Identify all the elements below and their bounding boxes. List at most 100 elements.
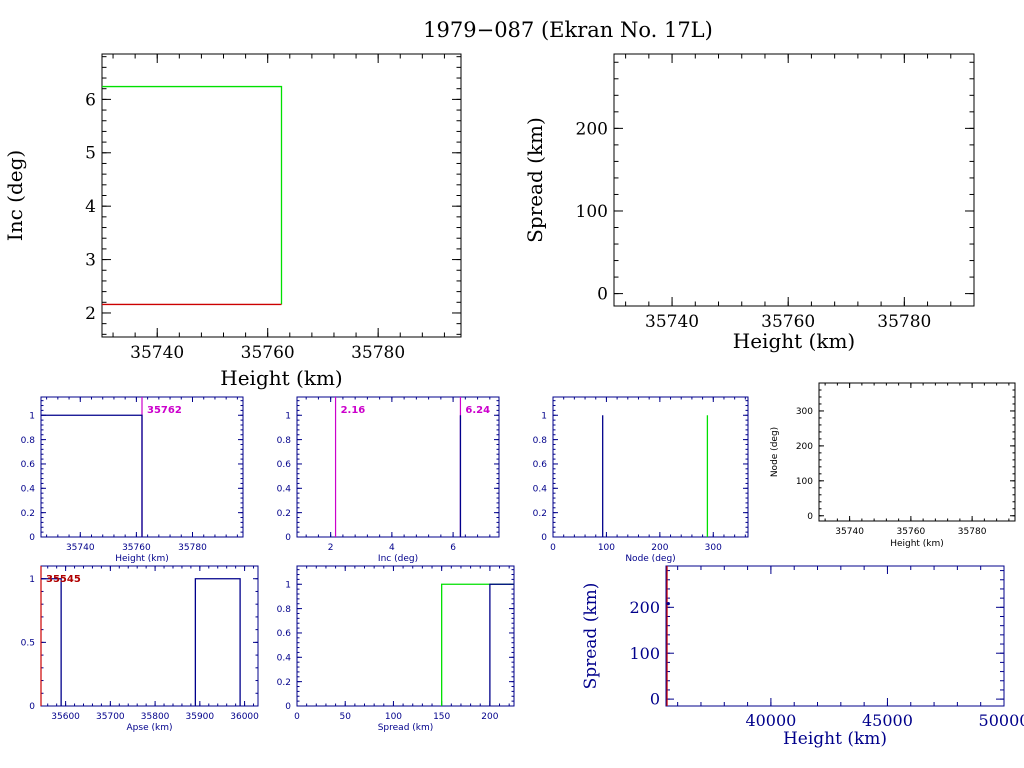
x-axis-label: Height (km) [890, 539, 944, 549]
x-tick-label: 0 [294, 712, 300, 722]
series-line [41, 578, 62, 706]
chart-inc_vs_height: 35740 35760 35780 2 3 4 5 6 Height (km) Inc (deg) [3, 53, 462, 390]
x-tick-label: 35760 [122, 543, 151, 553]
y-tick-label: 0.8 [533, 436, 548, 446]
x-tick-label: 6 [450, 543, 456, 553]
y-tick-label: 100 [796, 477, 813, 487]
y-tick-label: 0 [650, 690, 660, 709]
x-tick-label: 36000 [230, 712, 259, 722]
y-tick-label: 0 [285, 533, 291, 543]
x-axis-label: Height (km) [115, 554, 169, 564]
plot-frame [296, 396, 500, 538]
plot-frame [613, 53, 975, 307]
x-tick-label: 0 [550, 543, 556, 553]
x-axis-label: Height (km) [783, 729, 887, 749]
y-tick-label: 0.2 [277, 509, 291, 519]
y-tick-label: 0.2 [21, 509, 35, 519]
value-annotation: 6.24 [465, 405, 490, 416]
x-tick-label: 35900 [186, 712, 215, 722]
y-tick-label: 0 [29, 702, 35, 712]
y-tick-label: 0.8 [277, 436, 292, 446]
y-tick-label: 0 [807, 512, 813, 522]
plot-frame [818, 382, 1016, 522]
x-tick-label: 2 [328, 543, 334, 553]
x-tick-label: 35780 [178, 543, 207, 553]
x-tick-label: 35760 [761, 312, 815, 332]
y-tick-label: 0.6 [277, 629, 292, 639]
y-tick-label: 5 [85, 144, 96, 164]
y-tick-label: 2 [85, 304, 96, 324]
y-tick-label: 6 [85, 90, 96, 110]
y-axis-label: Node (deg) [770, 427, 780, 477]
y-tick-label: 300 [796, 407, 813, 417]
x-axis-label: Node (deg) [625, 554, 675, 564]
chart-hist_spread: 0 50 100 150 200 0 0.2 0.4 0.6 0.8 1 Spread (km) [277, 565, 515, 733]
plot-frame [40, 565, 259, 707]
y-tick-label: 1 [285, 411, 291, 421]
series-line [441, 583, 514, 706]
y-tick-label: 0.5 [21, 639, 35, 649]
value-annotation: 35545 [46, 574, 81, 585]
y-tick-label: 1 [285, 580, 291, 590]
y-tick-label: 0.6 [277, 460, 292, 470]
y-tick-label: 0.2 [533, 509, 547, 519]
chart-hist_inc: 2 4 6 0 0.2 0.4 0.6 0.8 1 Inc (deg) 2.16 6.24 [277, 396, 500, 564]
x-tick-label: 100 [598, 543, 615, 553]
y-tick-label: 0 [597, 285, 608, 305]
x-tick-label: 150 [433, 712, 450, 722]
y-tick-label: 100 [629, 644, 660, 663]
y-tick-label: 0 [29, 533, 35, 543]
figure-title: 1979−087 (Ekran No. 17L) [423, 18, 713, 42]
x-tick-label: 50 [339, 712, 351, 722]
chart-node_vs_height: 35740 35760 35780 0 100 200 300 Height (km) Node… [770, 382, 1016, 549]
x-tick-label: 200 [481, 712, 498, 722]
y-tick-label: 100 [576, 202, 608, 222]
y-axis-label: Spread (km) [581, 583, 601, 690]
x-tick-label: 300 [705, 543, 722, 553]
series-line [41, 414, 143, 537]
x-tick-label: 35760 [241, 343, 295, 363]
x-tick-label: 35760 [897, 527, 926, 537]
data-point [666, 602, 670, 606]
y-tick-label: 3 [85, 251, 96, 271]
x-tick-label: 35780 [958, 527, 987, 537]
y-tick-label: 200 [796, 442, 813, 452]
series-line [194, 578, 241, 706]
y-tick-label: 0.4 [21, 484, 36, 494]
x-axis-label: Height (km) [220, 366, 342, 390]
y-tick-label: 1 [29, 575, 35, 585]
y-tick-label: 0.6 [21, 460, 36, 470]
value-annotation: 2.16 [341, 405, 366, 416]
y-tick-label: 0 [285, 702, 291, 712]
x-tick-label: 35740 [66, 543, 95, 553]
chart-hist_node: 0 100 200 300 0 0.2 0.4 0.6 0.8 1 Node (deg) [533, 396, 749, 564]
y-tick-label: 0.4 [533, 484, 548, 494]
y-tick-label: 0 [541, 533, 547, 543]
y-tick-label: 1 [29, 411, 35, 421]
chart-hist_height: 35740 35760 35780 0 0.2 0.4 0.6 0.8 1 Height (km)… [21, 396, 244, 564]
x-tick-label: 100 [385, 712, 402, 722]
x-tick-label: 35740 [835, 527, 864, 537]
x-tick-label: 200 [651, 543, 668, 553]
y-axis-label: Spread (km) [523, 117, 547, 243]
x-tick-label: 35800 [141, 712, 170, 722]
y-tick-label: 0.2 [277, 678, 291, 688]
y-tick-label: 0.8 [21, 436, 36, 446]
plot-frame [665, 565, 1005, 707]
y-axis-label: Inc (deg) [3, 150, 27, 241]
y-tick-label: 1 [541, 411, 547, 421]
x-axis-label: Apse (km) [127, 723, 173, 733]
x-tick-label: 35600 [51, 712, 80, 722]
x-tick-label: 35740 [130, 343, 184, 363]
x-axis-label: Spread (km) [378, 723, 434, 733]
series-line [102, 85, 283, 305]
chart-hist_apse: 35600 35700 35800 35900 36000 0 0.5 1 Apse (km) 3… [21, 565, 259, 733]
x-tick-label: 45000 [862, 711, 913, 730]
x-axis-label: Height (km) [733, 329, 855, 353]
plot-frame [296, 565, 515, 707]
y-tick-label: 4 [85, 197, 96, 217]
y-tick-label: 200 [629, 598, 660, 617]
